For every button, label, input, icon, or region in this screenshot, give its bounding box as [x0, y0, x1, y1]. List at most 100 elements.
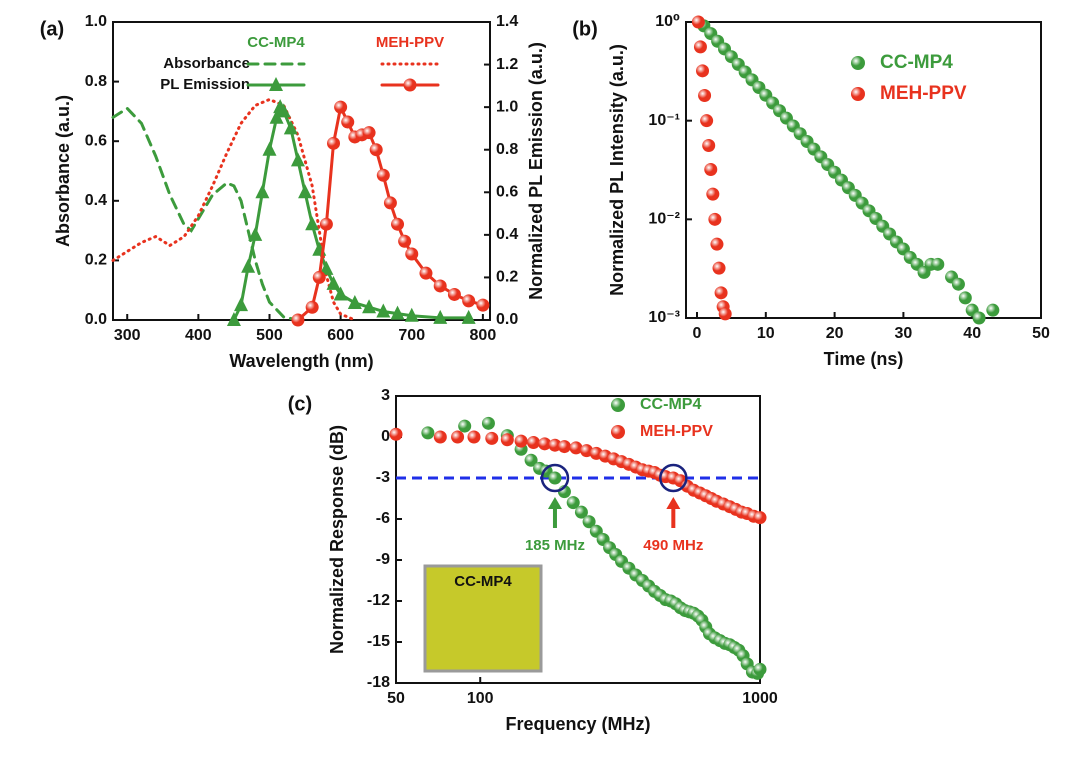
circle-marker: [462, 294, 476, 308]
circle-marker: [334, 100, 348, 114]
triangle-marker: [347, 294, 362, 309]
series-line: [111, 106, 300, 322]
plot-frame: [685, 21, 1042, 319]
triangle-marker: [234, 297, 249, 312]
y-tick-label: 0.6: [85, 132, 107, 149]
legend-label: CC-MP4: [880, 52, 953, 73]
y-tick-label: 0.0: [85, 311, 107, 328]
annotation-circle: [540, 463, 570, 493]
circle-marker: [958, 291, 972, 305]
triangle-marker: [319, 260, 334, 275]
x-tick-label: 20: [826, 325, 844, 342]
y-tick-label: 1.0: [85, 13, 107, 30]
circle-marker: [291, 313, 305, 327]
panel-label: (a): [40, 18, 64, 40]
y-tick-label: -15: [367, 633, 390, 650]
x-tick-label: 1000: [742, 690, 778, 707]
y-tick-label: 10⁻¹: [648, 112, 680, 129]
triangle-marker: [404, 307, 419, 322]
triangle-marker: [461, 309, 476, 324]
y2-tick-label: 1.0: [496, 98, 518, 115]
y-tick-label: 10⁻²: [648, 211, 680, 228]
legend-label: CC-MP4: [640, 396, 701, 413]
series-line: [111, 97, 357, 322]
circle-marker: [447, 287, 461, 301]
circle-marker: [526, 435, 540, 449]
circle-marker: [714, 286, 728, 300]
y-tick-label: -9: [376, 551, 390, 568]
x-tick-label: 600: [327, 327, 354, 344]
x-tick-label: 100: [467, 690, 494, 707]
circle-marker: [451, 430, 465, 444]
x-axis-title: Time (ns): [824, 349, 904, 369]
y-tick-label: 0.8: [85, 73, 107, 90]
legend-marker: [403, 78, 417, 92]
y2-tick-label: 0.6: [496, 184, 518, 201]
triangle-marker: [248, 226, 263, 241]
x-tick-label: 400: [185, 327, 212, 344]
circle-marker: [514, 434, 528, 448]
x-tick-label: 0: [693, 325, 702, 342]
circle-marker: [458, 419, 472, 433]
y-tick-label: 0.4: [85, 192, 107, 209]
triangle-marker: [390, 305, 405, 320]
annotation-arrowhead: [547, 497, 562, 509]
legend-marker: [851, 56, 865, 70]
annotation-circle: [659, 463, 688, 493]
triangle-marker: [276, 103, 291, 118]
y2-tick-label: 1.4: [496, 13, 518, 30]
circle-marker: [500, 433, 514, 447]
circle-marker: [557, 440, 571, 454]
circle-marker: [538, 437, 552, 451]
circle-marker: [698, 88, 712, 102]
inset-label: CC-MP4: [454, 573, 512, 590]
y-tick-label: 10⁰: [655, 13, 680, 30]
x-tick-label: 300: [114, 327, 141, 344]
y2-tick-label: 0.2: [496, 269, 518, 286]
circle-marker: [312, 270, 326, 284]
triangle-marker: [226, 312, 241, 326]
x-tick-label: 30: [895, 325, 913, 342]
annotation-label: 490 MHz: [643, 537, 703, 554]
circle-marker: [433, 279, 447, 293]
inset-photo: [423, 564, 543, 673]
x-tick-label: 800: [470, 327, 497, 344]
y-tick-label: 0: [381, 428, 390, 445]
circle-marker: [419, 266, 433, 280]
annotation-arrowhead: [666, 497, 681, 509]
x-axis-title: Wavelength (nm): [229, 351, 373, 371]
legend-label: MEH-PPV: [880, 83, 967, 104]
circle-marker: [569, 441, 583, 455]
circle-marker: [574, 505, 588, 519]
legend-row-label: Absorbance: [163, 55, 250, 72]
circle-marker: [319, 217, 333, 231]
circle-marker: [931, 257, 945, 271]
circle-marker: [712, 261, 726, 275]
circle-marker: [548, 471, 562, 485]
circle-marker: [467, 430, 481, 444]
circle-marker: [481, 416, 495, 430]
circle-marker: [391, 217, 405, 231]
circle-marker: [706, 187, 720, 201]
x-tick-label: 10: [757, 325, 775, 342]
y2-tick-label: 0.4: [496, 226, 518, 243]
y2-tick-label: 0.8: [496, 141, 518, 158]
circle-marker: [582, 515, 596, 529]
circle-marker: [383, 196, 397, 210]
circle-marker: [951, 277, 965, 291]
triangle-marker: [305, 216, 320, 231]
legend-marker: [851, 87, 865, 101]
circle-marker: [476, 298, 490, 312]
triangle-marker: [241, 258, 256, 273]
panel-label: (c): [288, 393, 312, 415]
triangle-marker: [433, 309, 448, 324]
triangle-marker: [262, 141, 277, 156]
circle-marker: [986, 303, 1000, 317]
y-tick-label: 10⁻³: [648, 309, 680, 326]
circle-marker: [524, 453, 538, 467]
y-tick-label: -3: [376, 469, 390, 486]
y-axis-title: Normalized PL Intensity (a.u.): [607, 44, 627, 296]
x-tick-label: 50: [1032, 325, 1050, 342]
